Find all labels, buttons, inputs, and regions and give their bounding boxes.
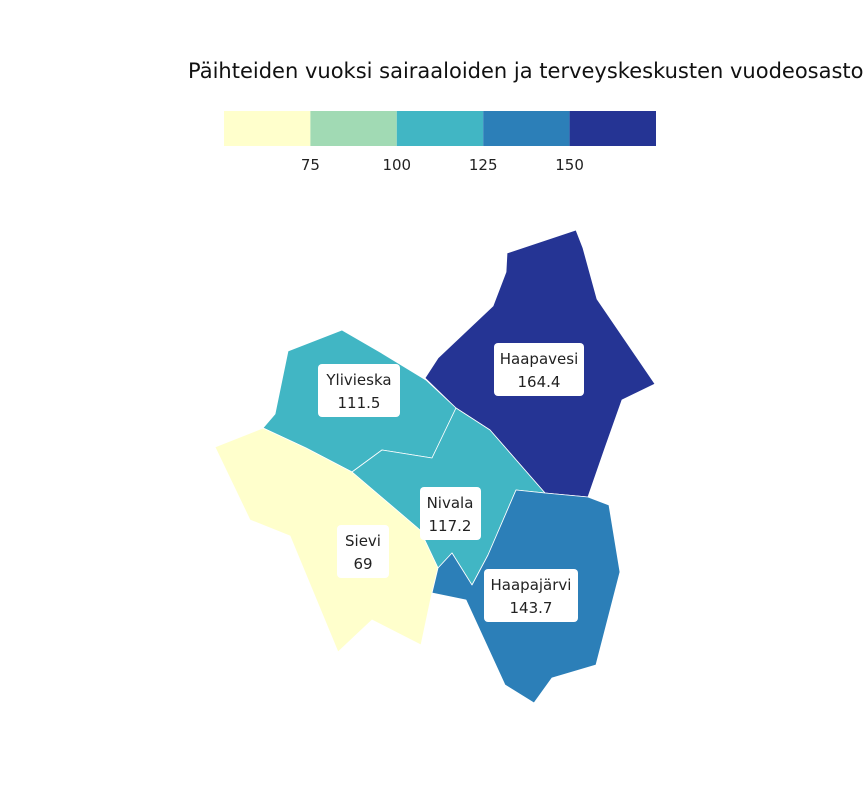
legend-tick-125: 125 xyxy=(469,156,498,174)
legend-tick-75: 75 xyxy=(301,156,320,174)
legend-swatch-5 xyxy=(569,111,656,146)
municipality-regions xyxy=(214,229,656,704)
label-box-ylivieska xyxy=(318,364,400,417)
label-box-haapajarvi xyxy=(484,569,578,622)
label-box-nivala xyxy=(420,487,481,540)
region-labels: Haapavesi 164.4 Ylivieska 111.5 Nivala 1… xyxy=(318,343,584,622)
legend-swatch-2 xyxy=(310,111,397,146)
label-name-nivala: Nivala xyxy=(427,494,474,512)
label-value-ylivieska: 111.5 xyxy=(338,394,381,412)
label-value-haapajarvi: 143.7 xyxy=(510,599,553,617)
label-name-ylivieska: Ylivieska xyxy=(325,371,391,389)
label-value-sievi: 69 xyxy=(353,555,372,573)
label-haapajarvi: Haapajärvi 143.7 xyxy=(484,569,578,622)
legend-swatch-3 xyxy=(396,111,484,146)
label-ylivieska: Ylivieska 111.5 xyxy=(318,364,400,417)
color-legend: 75 100 125 150 xyxy=(224,111,656,174)
label-haapavesi: Haapavesi 164.4 xyxy=(494,343,584,396)
legend-tick-100: 100 xyxy=(382,156,411,174)
label-box-sievi xyxy=(337,525,389,578)
label-box-haapavesi xyxy=(494,343,584,396)
label-name-sievi: Sievi xyxy=(345,532,381,550)
label-value-nivala: 117.2 xyxy=(429,517,472,535)
label-name-haapavesi: Haapavesi xyxy=(500,350,578,368)
legend-swatch-1 xyxy=(224,111,311,146)
label-value-haapavesi: 164.4 xyxy=(518,373,561,391)
label-name-haapajarvi: Haapajärvi xyxy=(491,576,572,594)
label-nivala: Nivala 117.2 xyxy=(420,487,481,540)
legend-tick-150: 150 xyxy=(555,156,584,174)
label-sievi: Sievi 69 xyxy=(337,525,389,578)
map-title: Päihteiden vuoksi sairaaloiden ja tervey… xyxy=(188,59,864,83)
legend-swatch-4 xyxy=(483,111,570,146)
